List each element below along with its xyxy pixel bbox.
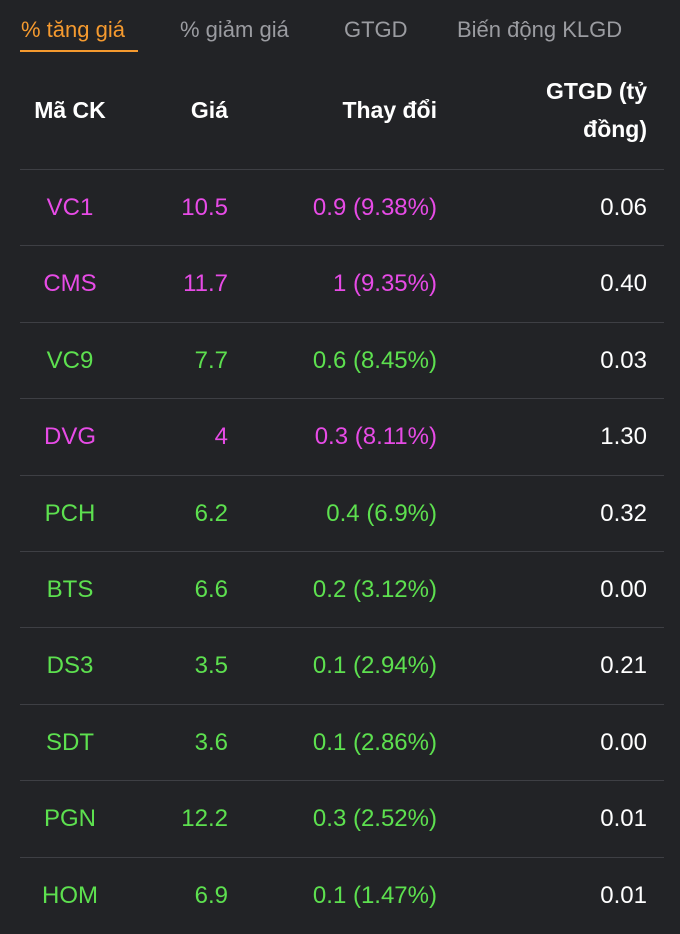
table-row[interactable]: VC1 10.5 0.9 (9.38%) 0.06 (0, 170, 680, 247)
tab-trading-value[interactable]: GTGD (344, 17, 408, 42)
stock-trading-value: 0.03 (600, 346, 647, 374)
row-divider (20, 550, 664, 552)
stock-trading-value: 0.06 (600, 194, 647, 221)
stock-change: 0.3 (2.52%) (312, 805, 437, 833)
row-divider (20, 627, 664, 629)
stock-price: 12.2 (181, 805, 228, 833)
table-row[interactable]: HOM 6.9 0.1 (1.47%) 0.01 (0, 858, 680, 934)
table-row[interactable]: BTS 6.6 0.2 (3.12%) 0.00 (0, 552, 680, 629)
active-tab-indicator (20, 50, 138, 52)
header-change[interactable]: Thay đổi (342, 97, 437, 123)
stock-table: Mã CK Giá Thay đổi GTGD (tỷ đồng) VC1 10… (0, 62, 680, 934)
row-divider (20, 245, 664, 247)
stock-change: 0.3 (8.11%) (314, 423, 437, 451)
stock-code[interactable]: PGN (43, 805, 96, 833)
stock-change: 0.6 (8.45%) (312, 346, 437, 374)
row-divider (20, 780, 664, 782)
stock-trading-value: 0.00 (600, 728, 647, 756)
stock-code[interactable]: HOM (42, 881, 98, 909)
stock-code[interactable]: SDT (46, 728, 94, 756)
stock-price: 3.6 (194, 728, 228, 756)
row-divider (20, 398, 664, 400)
table-row[interactable]: DVG 4 0.3 (8.11%) 1.30 (0, 399, 680, 476)
header-price[interactable]: Giá (190, 97, 228, 123)
stock-price: 4 (214, 423, 228, 451)
stock-code[interactable]: VC1 (46, 194, 94, 221)
header-trading-value-line2: đồng) (583, 116, 647, 142)
stock-change: 0.1 (2.86%) (312, 728, 437, 756)
stock-price: 7.7 (194, 346, 228, 374)
table-row[interactable]: PCH 6.2 0.4 (6.9%) 0.32 (0, 476, 680, 552)
table-row[interactable]: SDT 3.6 0.1 (2.86%) 0.00 (0, 705, 680, 782)
header-trading-value-line1: GTGD (tỷ (546, 78, 647, 104)
tab-volume-change[interactable]: Biến động KLGD (457, 17, 623, 42)
row-divider (20, 474, 664, 476)
stock-code[interactable]: CMS (43, 270, 97, 298)
stock-price: 6.9 (194, 881, 228, 909)
stock-code[interactable]: PCH (44, 499, 96, 527)
table-body: VC1 10.5 0.9 (9.38%) 0.06 CMS 11.7 1 (9.… (0, 170, 680, 934)
stock-price: 6.2 (194, 499, 228, 527)
stock-trading-value: 0.01 (600, 881, 647, 909)
stock-change: 0.1 (2.94%) (312, 652, 437, 680)
row-divider (20, 703, 664, 705)
table-row[interactable]: PGN 12.2 0.3 (2.52%) 0.01 (0, 781, 680, 858)
table-row[interactable]: CMS 11.7 1 (9.35%) 0.40 (0, 246, 680, 323)
stock-change: 0.4 (6.9%) (326, 499, 437, 527)
stock-trading-value: 0.21 (600, 652, 647, 680)
stock-trading-value: 1.30 (600, 423, 647, 451)
header-trading-value[interactable]: GTGD (tỷ đồng) (497, 72, 647, 148)
stock-trading-value: 0.01 (600, 805, 647, 833)
stock-change: 0.2 (3.12%) (312, 575, 437, 603)
stock-code[interactable]: VC9 (46, 346, 94, 374)
stock-change: 1 (9.35%) (332, 270, 437, 298)
row-divider (20, 321, 664, 323)
header-divider (20, 169, 664, 170)
stock-code[interactable]: DVG (43, 423, 96, 451)
stock-trading-value: 0.32 (600, 499, 647, 527)
stock-price: 6.6 (194, 575, 228, 603)
stock-change: 0.9 (9.38%) (312, 194, 437, 221)
stock-trading-value: 0.40 (600, 270, 647, 298)
tab-percent-decrease[interactable]: % giảm giá (180, 17, 289, 42)
tab-bar: % tăng giá % giảm giá GTGD Biến động KLG… (0, 0, 680, 62)
stock-price: 10.5 (181, 194, 228, 221)
stock-change: 0.1 (1.47%) (312, 881, 437, 909)
tab-percent-increase[interactable]: % tăng giá (21, 17, 125, 42)
table-row[interactable]: DS3 3.5 0.1 (2.94%) 0.21 (0, 628, 680, 705)
row-divider (20, 856, 664, 858)
table-row[interactable]: VC9 7.7 0.6 (8.45%) 0.03 (0, 323, 680, 400)
header-code[interactable]: Mã CK (34, 97, 106, 123)
table-header: Mã CK Giá Thay đổi GTGD (tỷ đồng) (0, 62, 680, 170)
stock-code[interactable]: DS3 (46, 652, 94, 680)
stock-trading-value: 0.00 (600, 575, 647, 603)
stock-price: 11.7 (183, 270, 228, 298)
stock-code[interactable]: BTS (46, 575, 94, 603)
stock-price: 3.5 (194, 652, 228, 680)
